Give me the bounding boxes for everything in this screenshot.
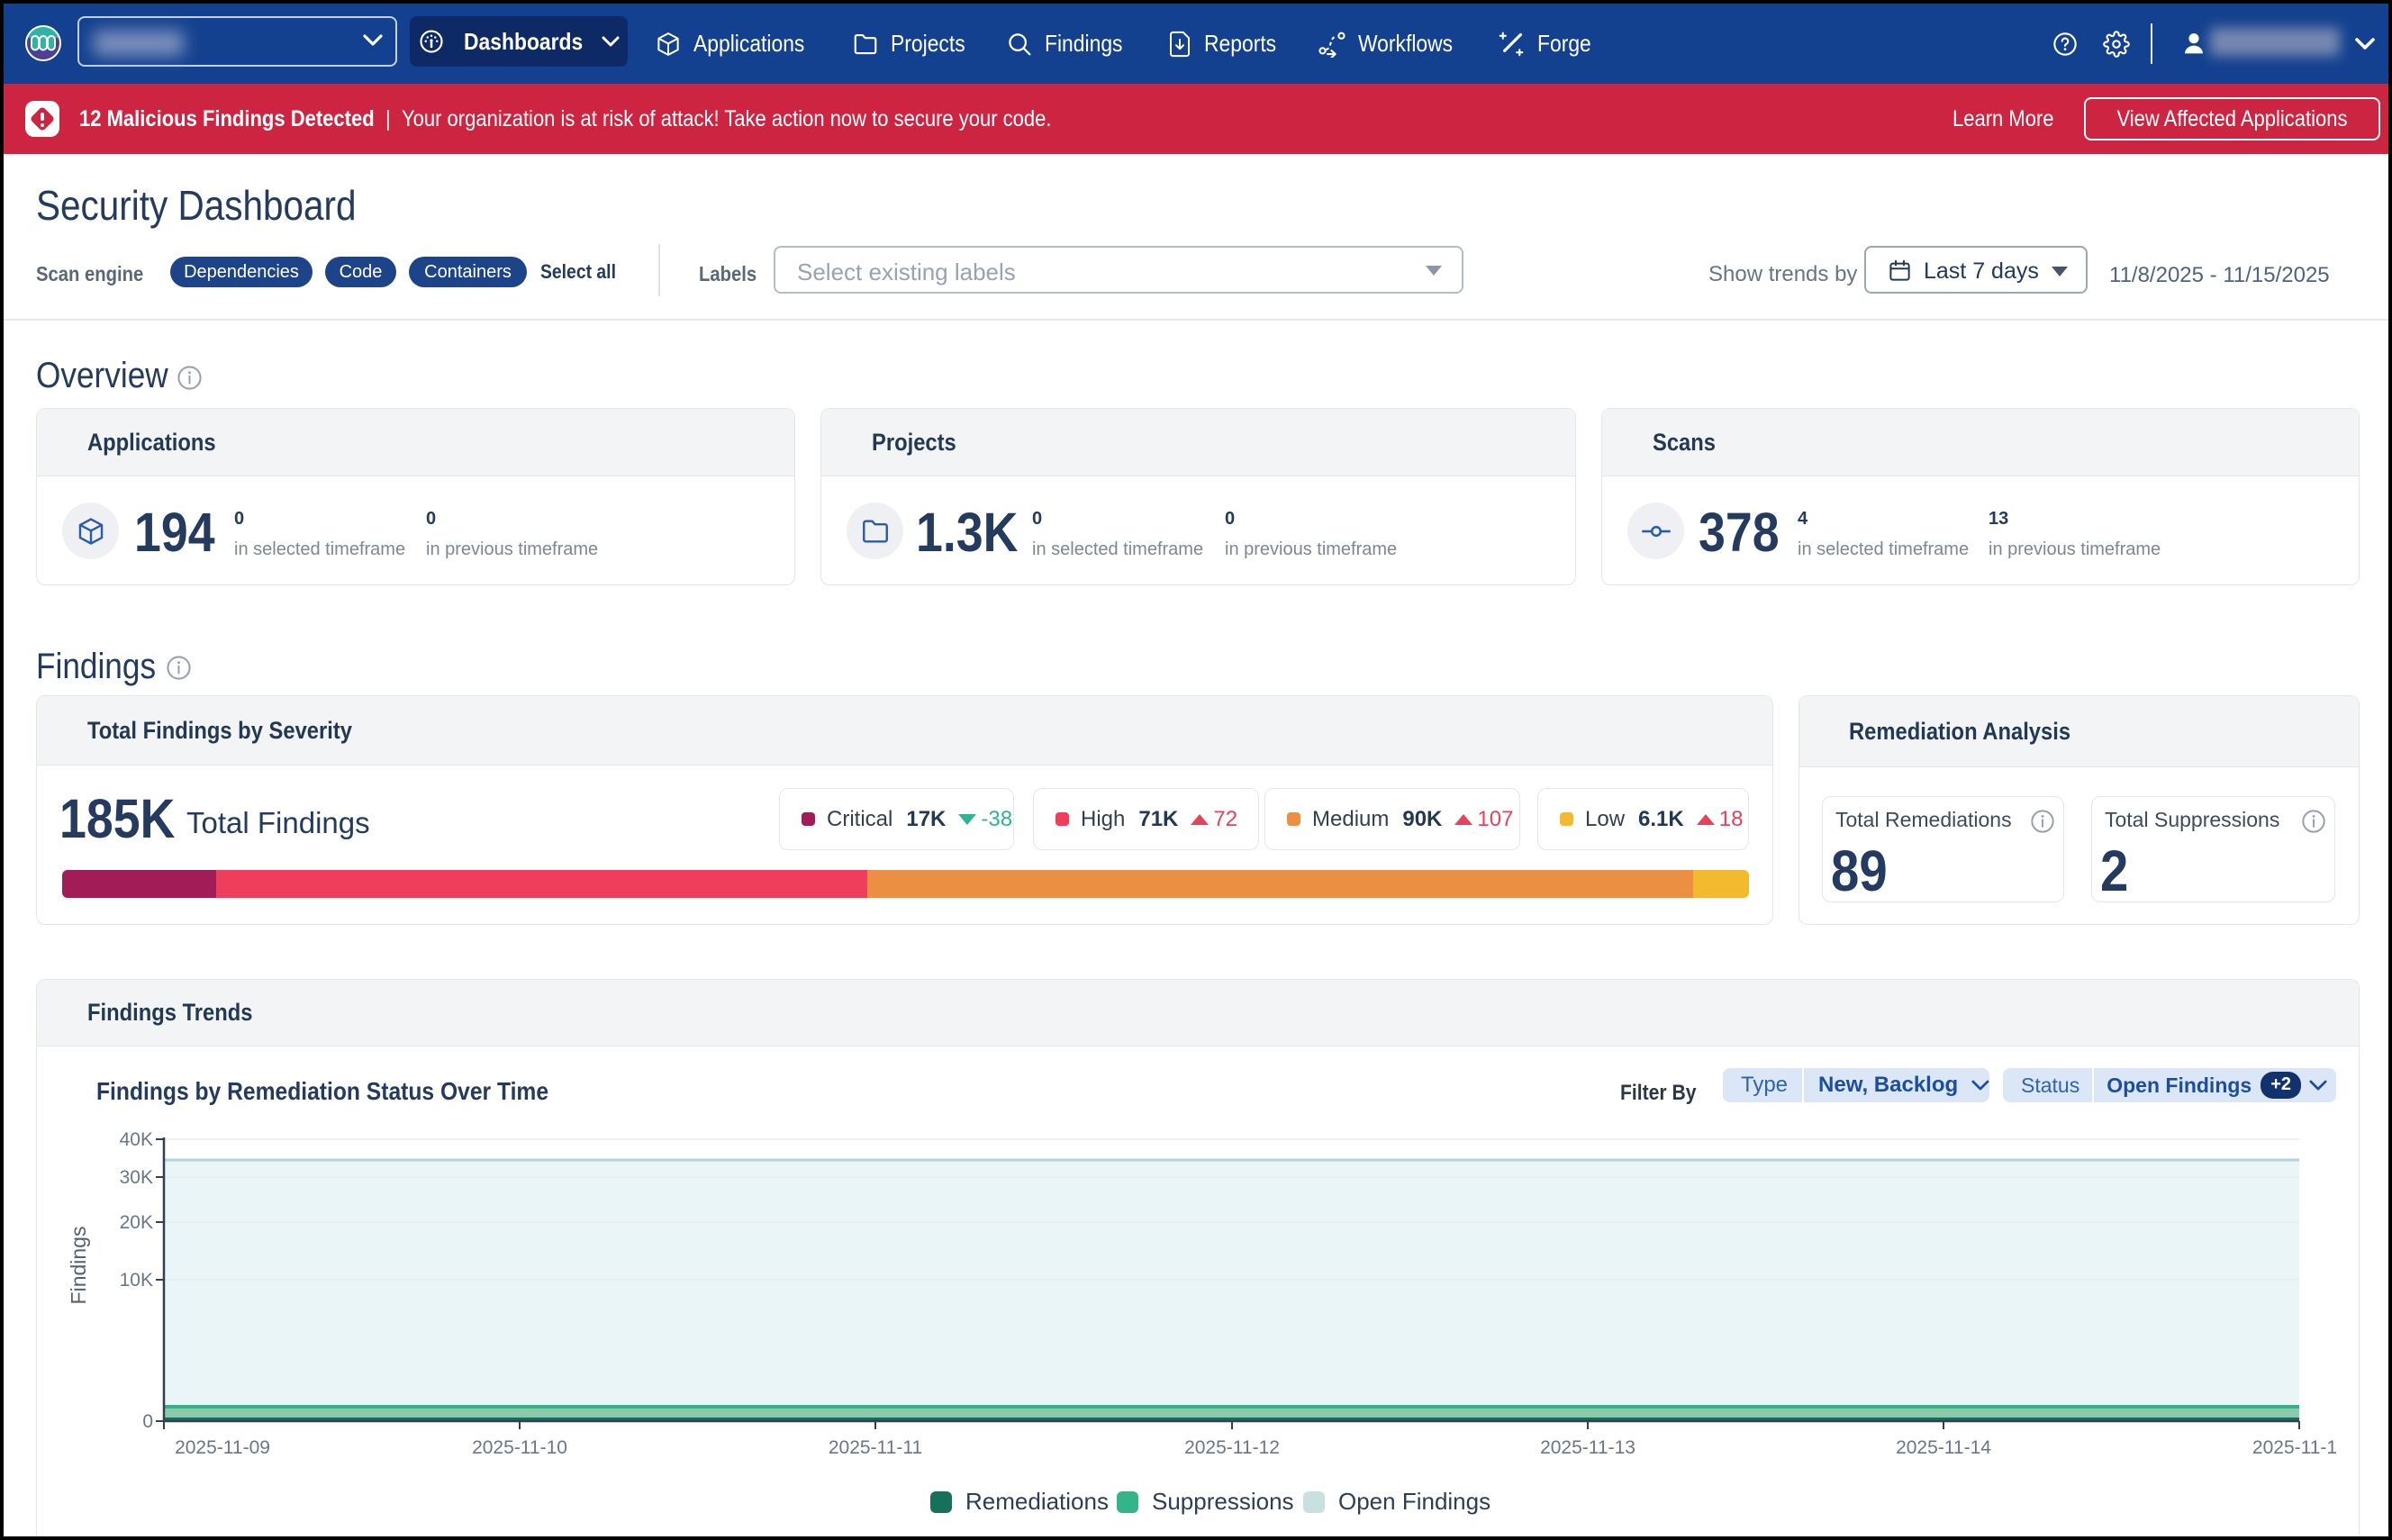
svg-text:2025-11-09: 2025-11-09	[175, 1437, 270, 1458]
svg-text:2025-11-1: 2025-11-1	[2252, 1437, 2337, 1458]
svg-text:Findings: Findings	[67, 1227, 90, 1305]
svg-text:40K: 40K	[120, 1129, 153, 1150]
svg-text:2025-11-11: 2025-11-11	[829, 1437, 922, 1458]
svg-text:2025-11-13: 2025-11-13	[1540, 1437, 1635, 1458]
svg-text:2025-11-10: 2025-11-10	[472, 1437, 567, 1458]
svg-text:30K: 30K	[120, 1167, 153, 1188]
svg-text:20K: 20K	[120, 1212, 153, 1233]
svg-text:Open Findings: Open Findings	[1338, 1488, 1490, 1515]
svg-text:2025-11-14: 2025-11-14	[1896, 1437, 1991, 1458]
svg-text:2025-11-12: 2025-11-12	[1184, 1437, 1280, 1458]
svg-text:Suppressions: Suppressions	[1152, 1488, 1294, 1515]
svg-text:Remediations: Remediations	[965, 1488, 1109, 1515]
svg-text:0: 0	[142, 1411, 153, 1432]
svg-text:10K: 10K	[120, 1270, 153, 1291]
